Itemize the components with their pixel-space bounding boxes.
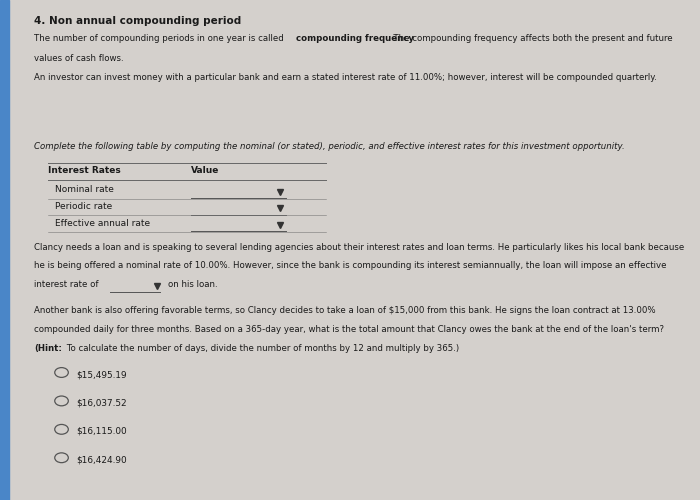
Text: he is being offered a nominal rate of 10.00%. However, since the bank is compoun: he is being offered a nominal rate of 10…	[34, 262, 667, 270]
Text: Nominal rate: Nominal rate	[55, 186, 113, 194]
Text: Value: Value	[190, 166, 219, 174]
Text: interest rate of: interest rate of	[34, 280, 99, 289]
Text: on his loan.: on his loan.	[168, 280, 218, 289]
Text: $16,424.90: $16,424.90	[76, 456, 127, 464]
Text: To calculate the number of days, divide the number of months by 12 and multiply : To calculate the number of days, divide …	[64, 344, 459, 352]
Text: Complete the following table by computing the nominal (or stated), periodic, and: Complete the following table by computin…	[34, 142, 625, 151]
Text: Another bank is also offering favorable terms, so Clancy decides to take a loan : Another bank is also offering favorable …	[34, 306, 656, 316]
Text: 4. Non annual compounding period: 4. Non annual compounding period	[34, 16, 242, 26]
Text: The number of compounding periods in one year is called: The number of compounding periods in one…	[34, 34, 287, 43]
Text: Effective annual rate: Effective annual rate	[55, 218, 150, 228]
Text: $16,115.00: $16,115.00	[76, 427, 127, 436]
Text: $16,037.52: $16,037.52	[76, 398, 127, 407]
Text: (Hint:: (Hint:	[34, 344, 62, 352]
Text: Interest Rates: Interest Rates	[48, 166, 120, 174]
Text: compounded daily for three months. Based on a 365-day year, what is the total am: compounded daily for three months. Based…	[34, 325, 664, 334]
Text: Periodic rate: Periodic rate	[55, 202, 112, 211]
Text: values of cash flows.: values of cash flows.	[34, 54, 124, 63]
Text: compounding frequency: compounding frequency	[296, 34, 414, 43]
Text: An investor can invest money with a particular bank and earn a stated interest r: An investor can invest money with a part…	[34, 72, 657, 82]
Text: $15,495.19: $15,495.19	[76, 370, 127, 379]
Text: Clancy needs a loan and is speaking to several lending agencies about their inte: Clancy needs a loan and is speaking to s…	[34, 242, 685, 252]
Text: . The compounding frequency affects both the present and future: . The compounding frequency affects both…	[388, 34, 673, 43]
